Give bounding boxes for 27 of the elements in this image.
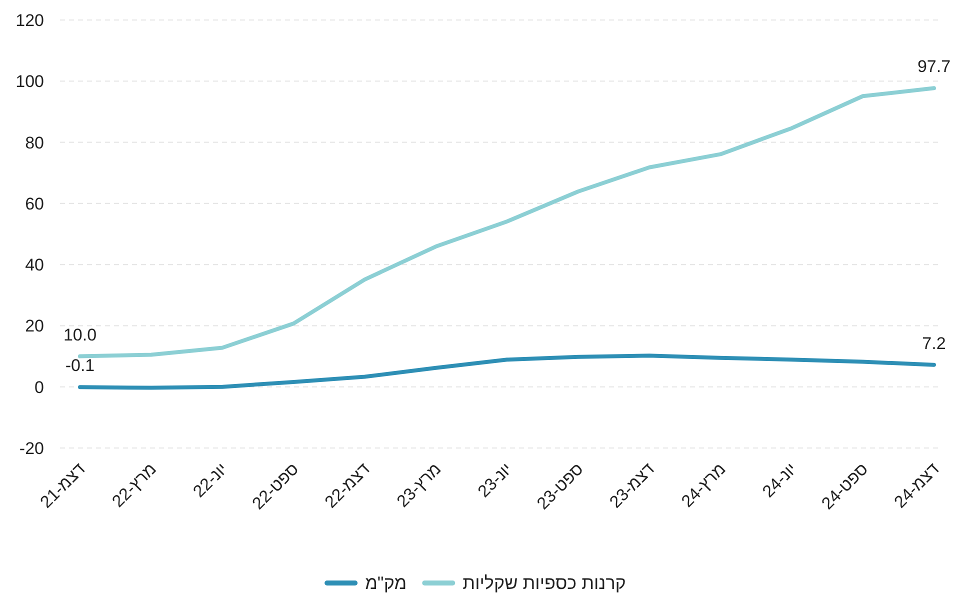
y-tick-label: 80 (25, 133, 44, 152)
y-tick-label: 20 (25, 316, 44, 336)
y-tick-label: 60 (25, 194, 44, 214)
x-tick-label: דצמ-23 (606, 459, 658, 512)
x-tick-label: דצמ-22 (321, 459, 374, 512)
data-label: -0.1 (65, 356, 95, 376)
x-tick-label: יונ-24 (758, 459, 800, 502)
x-tick-label: דצמ-24 (890, 459, 943, 512)
data-label: 7.2 (922, 334, 946, 353)
y-tick-label: 40 (25, 256, 44, 275)
data-label: 10.0 (63, 325, 97, 344)
x-tick-label: ספט-23 (533, 459, 587, 514)
x-tick-label: דצמ-21 (36, 459, 89, 512)
x-tick-label: יונ-23 (474, 459, 516, 502)
y-tick-label: 0 (34, 378, 44, 397)
y-tick-label: 120 (16, 11, 44, 30)
legend-label: מק"מ (365, 573, 407, 593)
y-tick-label: 100 (16, 72, 44, 92)
x-tick-label: יונ-22 (189, 459, 232, 502)
legend-label: קרנות כספיות שקליות (462, 573, 626, 593)
x-tick-label: מרץ-22 (108, 459, 160, 511)
x-tick-label: ספט-22 (248, 459, 302, 514)
x-tick-label: מרץ-24 (678, 459, 730, 511)
x-tick-label: ספט-24 (818, 459, 872, 514)
y-tick-label: -20 (19, 439, 44, 458)
data-label: 97.7 (917, 57, 951, 76)
x-tick-label: מרץ-23 (393, 459, 445, 511)
